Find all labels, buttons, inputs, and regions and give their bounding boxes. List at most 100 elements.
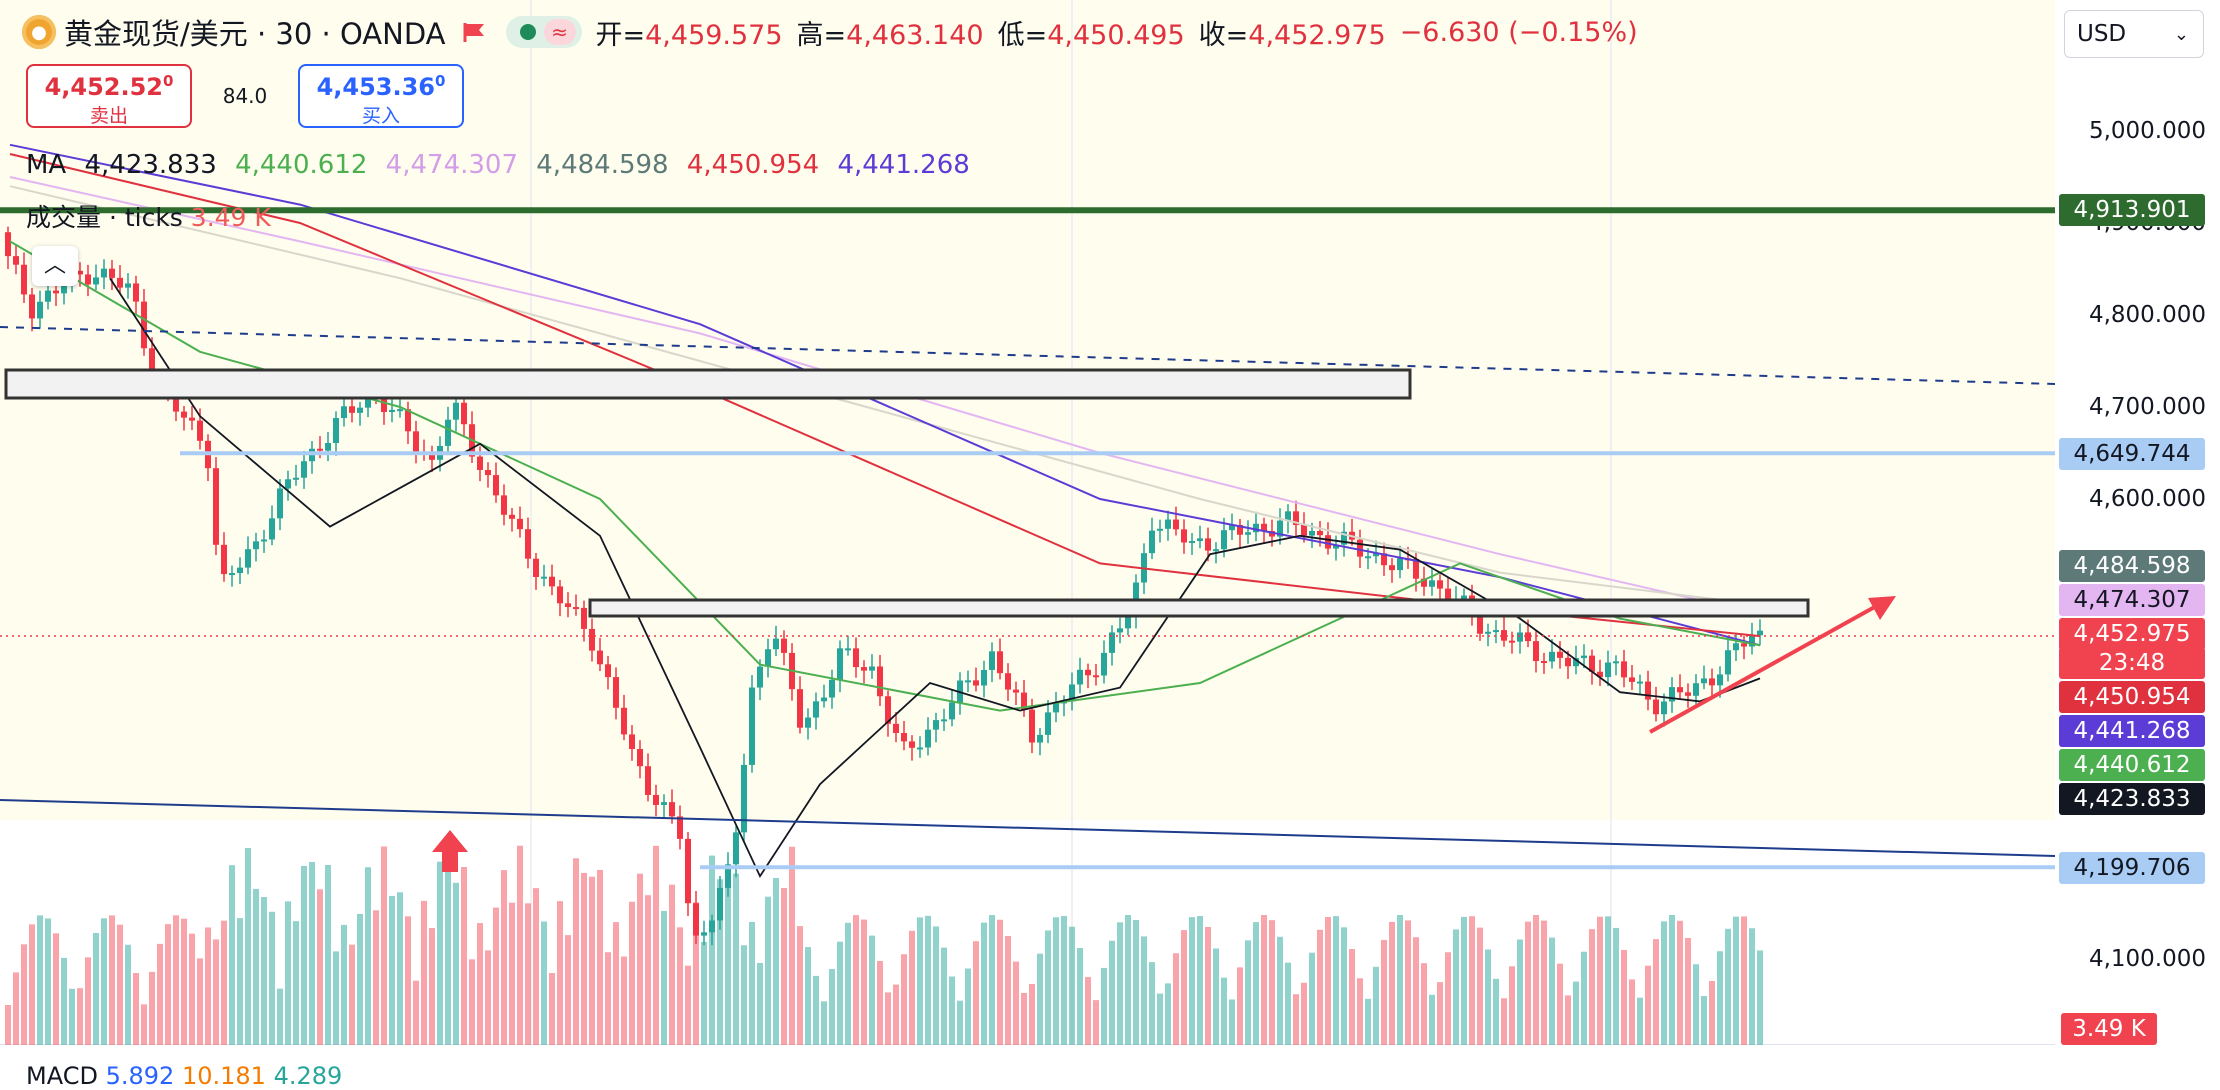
volume-bar xyxy=(821,1001,827,1045)
candle-body xyxy=(1341,531,1347,545)
candle-body xyxy=(1725,650,1731,675)
candle-body xyxy=(1429,580,1435,587)
candle-body xyxy=(941,719,947,722)
macd-legend[interactable]: MACD 5.892 10.181 4.289 xyxy=(26,1062,342,1090)
volume-bar xyxy=(197,958,203,1045)
volume-bar xyxy=(1741,916,1747,1045)
candle-body xyxy=(1637,681,1643,684)
candle-body xyxy=(1733,643,1739,651)
candle-body xyxy=(1701,678,1707,684)
volume-label: 成交量 · ticks xyxy=(26,203,183,232)
volume-bar xyxy=(901,954,907,1045)
candle-body xyxy=(629,734,635,749)
flag-icon[interactable] xyxy=(462,21,488,43)
chart-canvas[interactable] xyxy=(0,0,2055,1045)
candle-body xyxy=(1357,539,1363,557)
price-tick: 4,600.000 xyxy=(2088,486,2206,512)
candle-body xyxy=(1253,523,1259,533)
candle-body xyxy=(605,664,611,678)
candle-body xyxy=(749,687,755,765)
symbol-header: ● 黄金现货/美元 · 30 · OANDA ≈ 开=4,459.575 高=4… xyxy=(22,12,1638,52)
market-status[interactable]: ≈ xyxy=(505,16,582,48)
ohlc-close: 收=4,452.975 xyxy=(1198,19,1386,51)
candle-body xyxy=(1437,580,1443,589)
candle-body xyxy=(733,832,739,865)
volume-bar xyxy=(453,882,459,1045)
volume-bar xyxy=(669,884,675,1045)
candle-body xyxy=(861,667,867,671)
candle-body xyxy=(1045,712,1051,735)
volume-bar xyxy=(85,957,91,1045)
volume-bar xyxy=(717,879,723,1045)
candle-body xyxy=(277,488,283,519)
volume-bar xyxy=(693,902,699,1045)
candle-body xyxy=(533,558,539,578)
volume-bar xyxy=(877,961,883,1045)
candle-body xyxy=(1413,558,1419,579)
candle-body xyxy=(765,649,771,667)
supply-zone-box xyxy=(4,368,1412,400)
volume-bar xyxy=(1389,921,1395,1045)
candle-body xyxy=(509,514,515,519)
volume-legend[interactable]: 成交量 · ticks 3.49 K xyxy=(26,198,271,234)
volume-bar xyxy=(117,924,123,1045)
candle-body xyxy=(517,518,523,530)
volume-bar xyxy=(61,957,67,1045)
volume-bar xyxy=(357,913,363,1045)
candle-body xyxy=(1285,511,1291,521)
volume-bar xyxy=(1349,948,1355,1045)
macd-value-2: 10.181 xyxy=(181,1062,266,1090)
price-chart[interactable] xyxy=(0,0,2055,1045)
volume-bar xyxy=(1189,917,1195,1045)
volume-bar xyxy=(1669,915,1675,1045)
gold-coin-icon[interactable]: ● xyxy=(22,15,56,49)
candle-body xyxy=(965,680,971,683)
volume-bar xyxy=(149,971,155,1045)
candle-body xyxy=(53,290,59,294)
candle-body xyxy=(493,475,499,496)
ma-legend[interactable]: MA 4,423.833 4,440.612 4,474.307 4,484.5… xyxy=(26,150,980,180)
volume-bar xyxy=(1237,967,1243,1045)
volume-badge: 3.49 K xyxy=(2061,1013,2157,1045)
volume-bar xyxy=(109,915,115,1045)
volume-bar xyxy=(1437,982,1443,1045)
candle-body xyxy=(1589,655,1595,672)
collapse-legend-button[interactable]: ︿ xyxy=(32,246,78,286)
demand-zone-box xyxy=(588,598,1810,618)
candle-body xyxy=(829,679,835,698)
volume-bar xyxy=(829,969,835,1045)
currency-select[interactable]: USD ⌄ xyxy=(2064,10,2204,58)
volume-bar xyxy=(1325,916,1331,1045)
candle-body xyxy=(221,544,227,575)
price-axis[interactable]: 5,000.000 4,900.000 4,800.000 4,700.000 … xyxy=(2055,0,2220,1045)
buy-button[interactable]: 4,453.360 买入 xyxy=(298,64,464,128)
volume-bar xyxy=(1125,915,1131,1045)
volume-bar xyxy=(373,910,379,1045)
candle-body xyxy=(1685,692,1691,696)
volume-bar xyxy=(253,888,259,1045)
volume-bar xyxy=(1029,983,1035,1045)
price-badge: 4,452.975 xyxy=(2059,618,2205,650)
volume-bar xyxy=(1229,999,1235,1045)
ma-line-black xyxy=(109,277,1761,879)
candle-body xyxy=(1485,631,1491,634)
volume-bar xyxy=(1493,978,1499,1045)
candle-body xyxy=(1509,640,1515,643)
volume-bar xyxy=(341,924,347,1045)
volume-bar xyxy=(981,922,987,1045)
volume-bar xyxy=(69,988,75,1045)
volume-bar xyxy=(1725,928,1731,1045)
volume-bar xyxy=(909,930,915,1045)
sell-button[interactable]: 4,452.520 卖出 xyxy=(26,64,192,128)
symbol-title[interactable]: 黄金现货/美元 · 30 · OANDA xyxy=(64,17,446,51)
candle-body xyxy=(413,431,419,453)
volume-bar xyxy=(1461,916,1467,1045)
volume-bar xyxy=(509,902,515,1045)
volume-bar xyxy=(1077,948,1083,1045)
price-tick: 4,100.000 xyxy=(2088,946,2206,972)
candle-body xyxy=(173,392,179,412)
candle-body xyxy=(981,669,987,686)
volume-bar xyxy=(1101,967,1107,1045)
candle-body xyxy=(893,723,899,733)
volume-bar xyxy=(173,915,179,1045)
